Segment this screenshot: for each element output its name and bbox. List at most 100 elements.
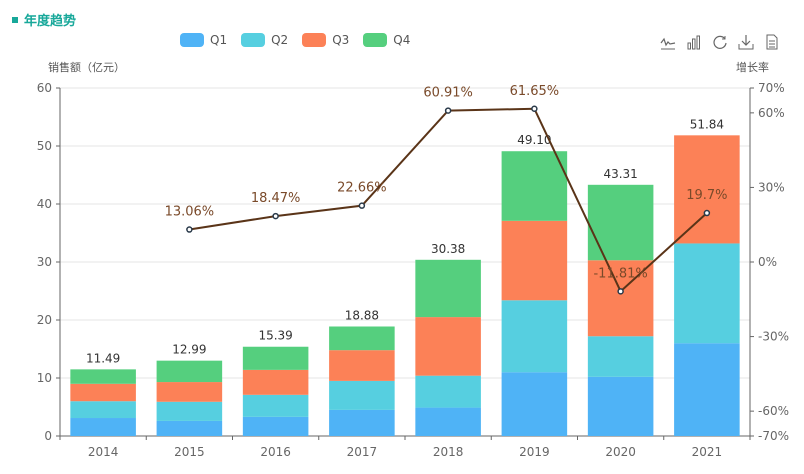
- download-icon[interactable]: [738, 34, 754, 50]
- bar-q1-2015: [156, 420, 223, 436]
- legend-item-q4[interactable]: Q4: [363, 33, 410, 47]
- chart-title-wrap: 年度趋势: [12, 10, 76, 29]
- y-tick-label: 40: [37, 197, 52, 211]
- total-label: 49.10: [517, 133, 551, 147]
- growth-label: 13.06%: [165, 205, 215, 220]
- legend-item-q3[interactable]: Q3: [302, 33, 349, 47]
- bar-q4-2019: [501, 151, 568, 221]
- growth-label: 61.65%: [510, 84, 560, 99]
- growth-label: 60.91%: [423, 86, 473, 101]
- bar-q3-2018: [415, 317, 481, 376]
- bar-q1-2017: [329, 409, 395, 436]
- bar-q2-2019: [501, 300, 568, 373]
- bar-q4-2017: [329, 326, 395, 351]
- x-tick-label: 2018: [433, 445, 464, 459]
- line-chart-icon[interactable]: [660, 34, 676, 50]
- x-tick-label: 2020: [605, 445, 636, 459]
- total-label: 51.84: [690, 117, 724, 131]
- bar-q1-2016: [242, 416, 309, 436]
- growth-label: 18.47%: [251, 191, 301, 206]
- bar-q3-2014: [70, 383, 136, 402]
- chart-title: 年度趋势: [24, 14, 77, 29]
- bar-q4-2018: [415, 259, 481, 318]
- title-marker: [12, 16, 18, 23]
- legend-item-q1[interactable]: Q1: [180, 33, 227, 47]
- total-label: 30.38: [431, 242, 465, 256]
- growth-point: [617, 288, 624, 295]
- legend-label: Q2: [271, 33, 289, 47]
- bar-q2-2021: [674, 243, 740, 344]
- total-label: 15.39: [258, 329, 292, 343]
- bar-q1-2019: [501, 372, 568, 436]
- y-tick-label: 0: [44, 429, 52, 443]
- legend-swatch: [241, 33, 266, 47]
- legend-swatch: [363, 33, 388, 47]
- y2-tick-label: -30%: [758, 330, 789, 344]
- y2-tick-label: 0%: [758, 255, 777, 269]
- y2-tick-label: 70%: [758, 81, 785, 95]
- bar-q4-2016: [242, 346, 309, 370]
- y2-tick-label: 30%: [758, 180, 785, 194]
- legend-label: Q1: [210, 33, 228, 47]
- legend-label: Q3: [332, 33, 350, 47]
- x-tick-label: 2016: [260, 445, 291, 459]
- growth-point: [531, 105, 538, 113]
- y-tick-label: 50: [37, 139, 52, 153]
- legend-swatch: [302, 33, 327, 47]
- y2-tick-label: -70%: [758, 429, 789, 443]
- y-axis-name: 销售额（亿元）: [48, 61, 125, 74]
- y-tick-label: 10: [37, 371, 52, 385]
- growth-point: [186, 226, 193, 233]
- growth-point: [272, 212, 279, 220]
- bar-q1-2018: [415, 407, 481, 436]
- x-tick-label: 2015: [174, 445, 205, 459]
- data-view-icon[interactable]: [764, 34, 780, 50]
- bar-q3-2017: [329, 350, 395, 381]
- x-tick-label: 2021: [692, 445, 723, 459]
- bar-q4-2020: [587, 184, 654, 261]
- y2-tick-label: -60%: [758, 404, 789, 418]
- growth-point: [358, 202, 366, 209]
- growth-point: [703, 209, 711, 217]
- x-tick-label: 2019: [519, 445, 550, 459]
- total-label: 18.88: [345, 308, 379, 322]
- toolbox: [660, 34, 780, 50]
- bar-q2-2016: [242, 394, 309, 417]
- legend-item-q2[interactable]: Q2: [241, 33, 288, 47]
- bar-q2-2015: [156, 401, 223, 421]
- bar-q3-2015: [156, 382, 223, 402]
- bar-q2-2014: [70, 401, 136, 419]
- growth-point: [444, 107, 452, 114]
- bar-q3-2016: [242, 369, 309, 395]
- y-tick-label: 30: [37, 255, 52, 269]
- growth-label: 19.7%: [686, 188, 727, 203]
- total-label: 11.49: [86, 351, 120, 365]
- bar-q3-2020: [587, 260, 654, 337]
- total-label: 12.99: [172, 343, 206, 357]
- bar-q4-2014: [70, 369, 136, 384]
- legend: Q1 Q2 Q3 Q4: [180, 33, 410, 47]
- x-tick-label: 2017: [347, 445, 378, 459]
- growth-label: 22.66%: [337, 181, 387, 196]
- bar-q2-2017: [329, 380, 395, 410]
- y2-tick-label: 60%: [758, 106, 785, 120]
- bar-q4-2015: [156, 360, 223, 383]
- y2-axis-name: 增长率: [736, 61, 769, 74]
- bar-q1-2014: [70, 418, 136, 436]
- legend-label: Q4: [393, 33, 411, 47]
- bar-q3-2021: [674, 135, 740, 244]
- y-tick-label: 20: [37, 313, 52, 327]
- restore-icon[interactable]: [712, 34, 728, 50]
- bar-q1-2021: [674, 343, 740, 436]
- total-label: 43.31: [603, 167, 637, 181]
- bar-chart-icon[interactable]: [686, 34, 702, 50]
- legend-swatch: [180, 33, 204, 47]
- bar-q1-2020: [587, 376, 654, 436]
- y-tick-label: 60: [37, 81, 52, 95]
- bar-q2-2018: [415, 375, 481, 408]
- growth-label: -11.81%: [593, 266, 647, 281]
- bar-q2-2020: [587, 336, 654, 377]
- x-tick-label: 2014: [88, 445, 119, 459]
- bar-q3-2019: [501, 220, 568, 301]
